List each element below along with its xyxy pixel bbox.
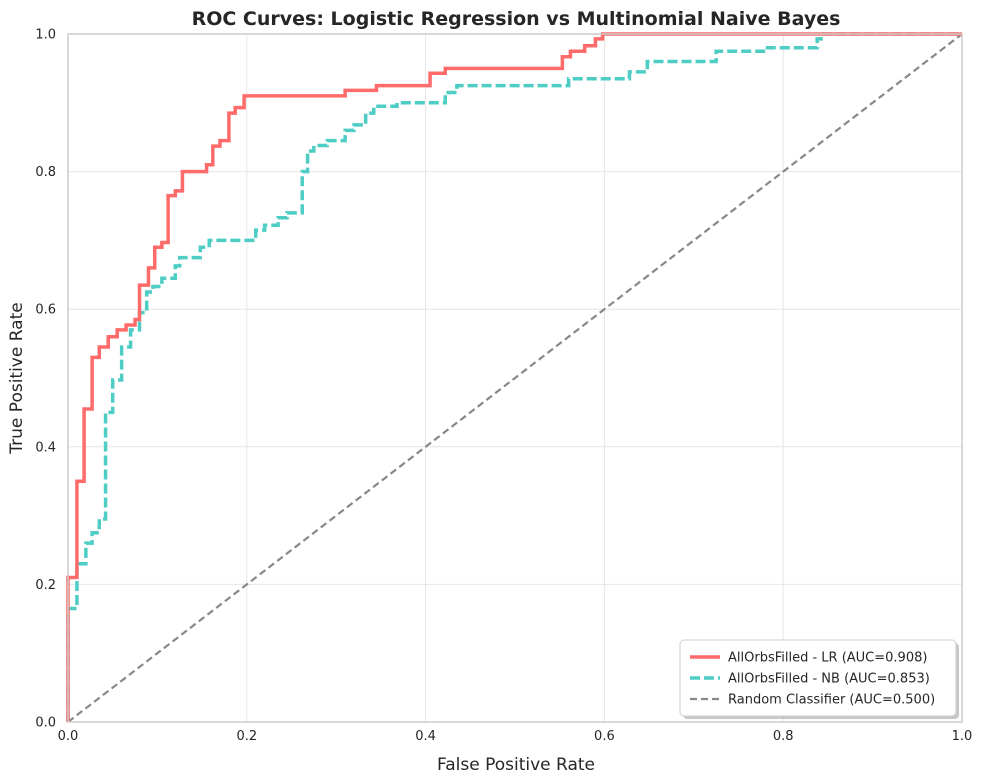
series-line-2 <box>67 33 963 723</box>
series-layer <box>66 32 963 723</box>
x-tick-label: 0.6 <box>594 729 615 744</box>
x-tick-label: 0.4 <box>415 729 436 744</box>
y-tick-label: 0.8 <box>35 165 56 180</box>
x-axis-label: False Positive Rate <box>437 755 595 775</box>
tick-labels: 0.0 0.2 0.4 0.6 0.8 1.0 0.0 0.2 0.4 0.6 0.8 1.0 <box>35 28 972 745</box>
x-tick-label: 0.0 <box>58 729 79 744</box>
y-tick-label: 1.0 <box>35 28 56 43</box>
grid <box>67 33 963 723</box>
y-tick-label: 0.0 <box>35 716 56 731</box>
y-axis-label: True Positive Rate <box>7 302 27 454</box>
series-line-1 <box>66 32 962 722</box>
plot-frame <box>67 33 963 723</box>
x-tick-label: 1.0 <box>952 729 973 744</box>
chart-title: ROC Curves: Logistic Regression vs Multi… <box>192 8 841 30</box>
legend-entry: Random Classifier (AUC=0.500) <box>728 693 935 708</box>
legend-entry: AllOrbsFilled - LR (AUC=0.908) <box>728 651 927 666</box>
y-tick-label: 0.6 <box>35 303 56 318</box>
series-line-0 <box>66 32 962 722</box>
legend-entry: AllOrbsFilled - NB (AUC=0.853) <box>728 672 930 687</box>
legend-box <box>679 639 957 717</box>
y-tick-label: 0.2 <box>35 578 56 593</box>
y-tick-label: 0.4 <box>35 440 56 455</box>
x-tick-label: 0.8 <box>773 729 794 744</box>
x-tick-label: 0.2 <box>236 729 257 744</box>
legend: AllOrbsFilled - LR (AUC=0.908) AllOrbsFil… <box>679 639 959 719</box>
